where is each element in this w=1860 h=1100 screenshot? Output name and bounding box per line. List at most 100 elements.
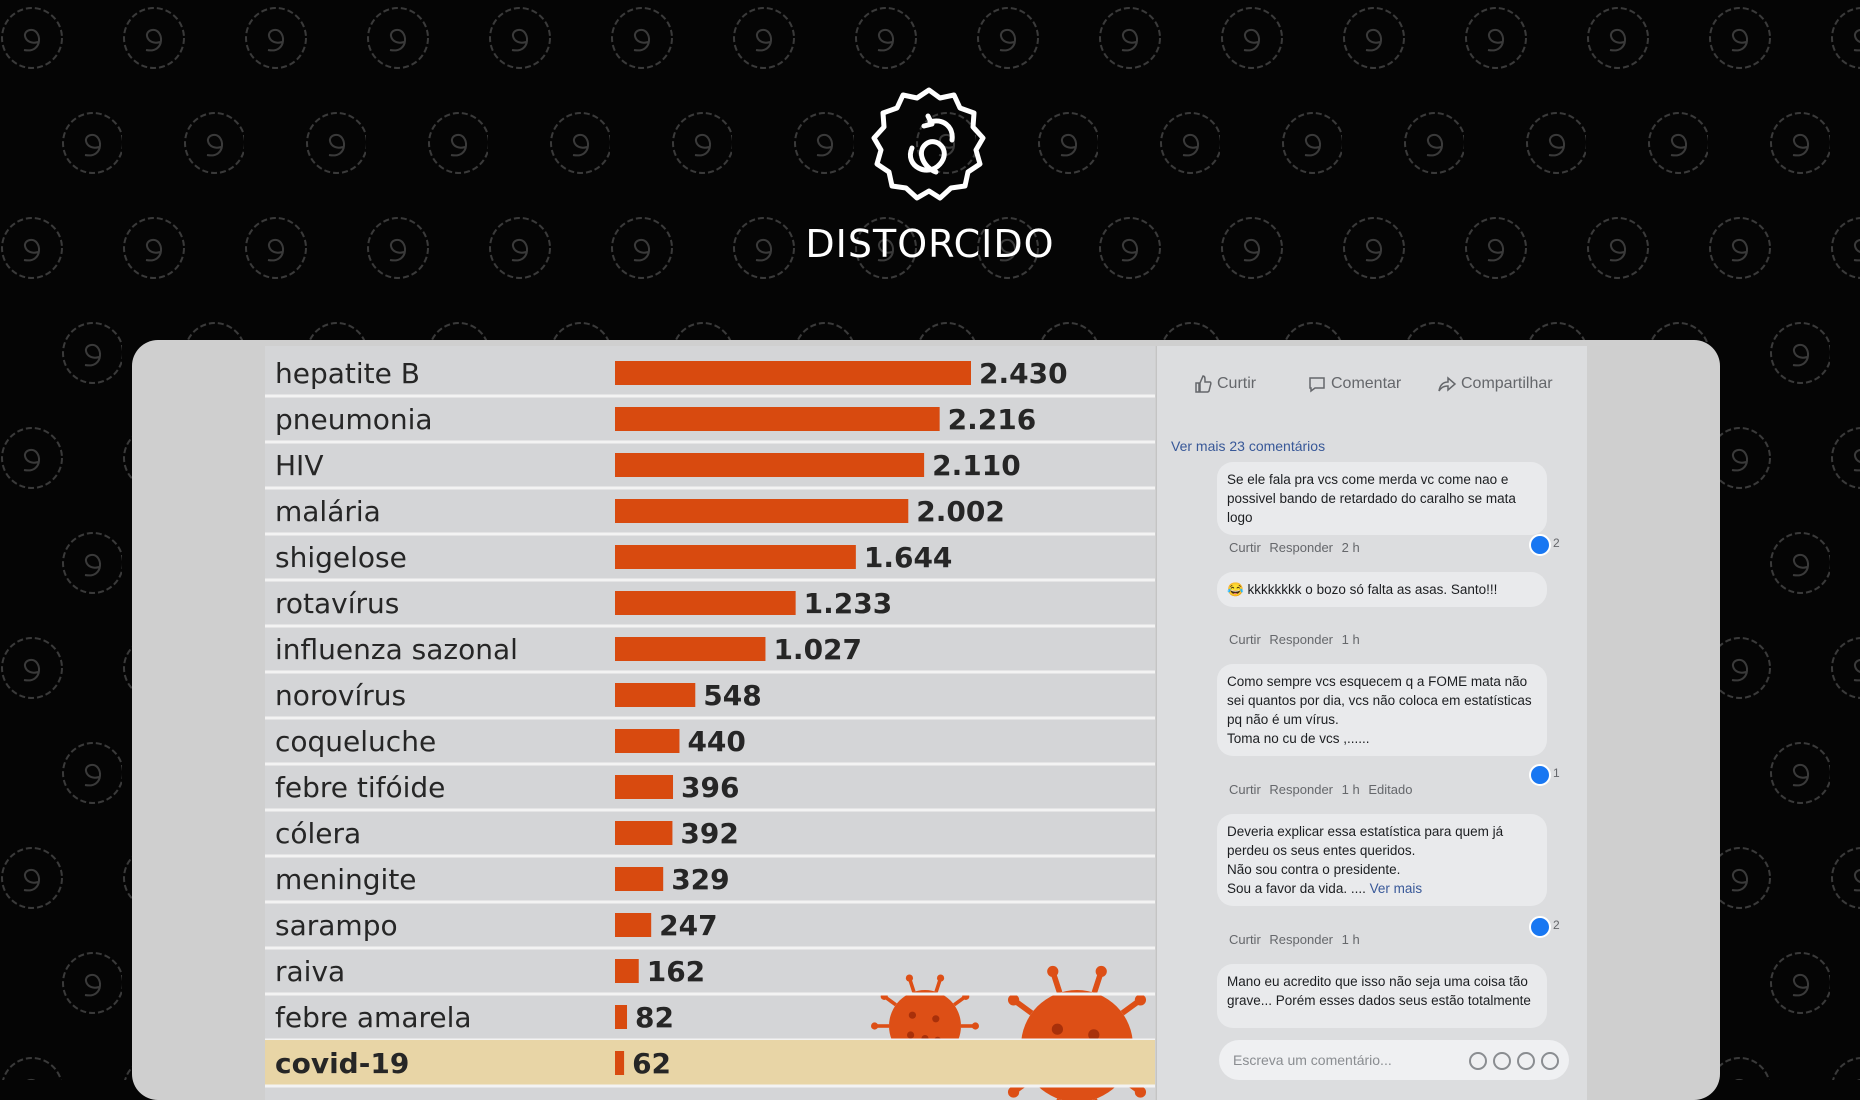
category-label: malária xyxy=(275,495,381,528)
category-label: influenza sazonal xyxy=(275,633,518,666)
like-reaction-icon xyxy=(1529,764,1551,786)
comment-body: Deveria explicar essa estatística para q… xyxy=(1227,824,1504,896)
comment-action-label: Comentar xyxy=(1331,375,1402,392)
bar xyxy=(615,407,940,431)
comment-time: 1 h xyxy=(1341,632,1360,647)
reaction-count: 1 xyxy=(1553,766,1560,780)
bar xyxy=(615,1005,628,1029)
value-label: 2.110 xyxy=(932,449,1021,482)
bar xyxy=(615,959,639,983)
category-label: febre tifóide xyxy=(275,771,445,804)
comment-bubble-icon xyxy=(1309,377,1325,393)
comment-time: 1 h xyxy=(1341,932,1360,947)
bar-chart: hepatite B 2.430 pneumonia 2.216 HIV 2.110 mal… xyxy=(265,357,1155,1100)
bar xyxy=(615,867,664,891)
gif-icon[interactable] xyxy=(1517,1052,1535,1071)
composer-icons xyxy=(1463,1040,1559,1080)
share-arrow-icon xyxy=(1438,376,1457,392)
comment-edited: Editado xyxy=(1368,782,1413,797)
value-label: 82 xyxy=(635,1001,674,1034)
value-label: 1.644 xyxy=(864,541,953,574)
bar xyxy=(615,683,696,707)
share-action[interactable]: Compartilhar xyxy=(1437,368,1553,400)
comment-bubble: Deveria explicar essa estatística para q… xyxy=(1217,814,1547,906)
comment-text: Mano eu acredito que isso não seja uma c… xyxy=(1227,974,1531,1008)
comment-reply-link[interactable]: Responder xyxy=(1269,540,1334,555)
highlight-row xyxy=(265,1040,1155,1086)
verdict-label: DISTORCIDO xyxy=(805,222,1055,266)
distorted-seal-icon xyxy=(871,87,986,201)
value-label: 548 xyxy=(703,679,761,712)
comment-reply-link[interactable]: Responder xyxy=(1269,782,1334,797)
bar xyxy=(615,453,925,477)
emoji-icon[interactable] xyxy=(1469,1052,1487,1071)
value-label: 2.430 xyxy=(979,357,1068,390)
comment-text: Como sempre vcs esquecem q a FOME mata n… xyxy=(1227,674,1532,746)
bar xyxy=(615,499,909,523)
comment-time: 1 h xyxy=(1341,782,1360,797)
comment-action[interactable]: Comentar xyxy=(1307,368,1401,400)
category-label: rotavírus xyxy=(275,587,399,620)
comment-meta: Curtir Responder 1 h xyxy=(1229,632,1365,647)
comment-like-link[interactable]: Curtir xyxy=(1229,632,1261,647)
screenshot-card: hepatite B 2.430 pneumonia 2.216 HIV 2.110 mal… xyxy=(132,340,1720,1100)
value-label: 1.233 xyxy=(804,587,893,620)
bar xyxy=(615,775,674,799)
thumbs-up-icon xyxy=(1195,375,1212,393)
value-label: 392 xyxy=(680,817,738,850)
category-label: covid-19 xyxy=(275,1047,409,1080)
category-label: shigelose xyxy=(275,541,407,574)
see-more-comments-link[interactable]: Ver mais 23 comentários xyxy=(1171,438,1326,454)
comment-time: 2 h xyxy=(1341,540,1360,555)
category-label: raiva xyxy=(275,955,345,988)
value-label: 2.002 xyxy=(916,495,1005,528)
category-label: pneumonia xyxy=(275,403,433,436)
share-action-label: Compartilhar xyxy=(1461,375,1553,392)
bar xyxy=(615,913,652,937)
category-label: HIV xyxy=(275,449,323,482)
value-label: 2.216 xyxy=(948,403,1037,436)
reaction-count: 2 xyxy=(1553,536,1560,550)
comment-meta: Curtir Responder 1 h xyxy=(1229,932,1365,947)
comment-reply-link[interactable]: Responder xyxy=(1269,632,1334,647)
value-label: 162 xyxy=(647,955,705,988)
value-label: 440 xyxy=(687,725,745,758)
bar xyxy=(615,1051,625,1075)
chart-panel: hepatite B 2.430 pneumonia 2.216 HIV 2.110 mal… xyxy=(265,346,1155,1100)
comment-input[interactable]: Escreva um comentário... xyxy=(1219,1040,1569,1080)
category-label: norovírus xyxy=(275,679,406,712)
value-label: 1.027 xyxy=(773,633,862,666)
facebook-comments-panel: Curtir Comentar Compartilhar Ver mais 23… xyxy=(1156,346,1587,1100)
category-label: coqueluche xyxy=(275,725,436,758)
bar xyxy=(615,729,680,753)
comment-like-link[interactable]: Curtir xyxy=(1229,540,1261,555)
value-label: 247 xyxy=(659,909,717,942)
like-reaction-icon xyxy=(1529,534,1551,556)
comment-like-link[interactable]: Curtir xyxy=(1229,932,1261,947)
comment-text: Deveria explicar essa estatística para q… xyxy=(1227,822,1537,898)
camera-icon[interactable] xyxy=(1493,1052,1511,1071)
comment-bubble: 😂 kkkkkkkk o bozo só falta as asas. Sant… xyxy=(1217,572,1547,607)
see-more-link[interactable]: Ver mais xyxy=(1369,881,1423,896)
sticker-icon[interactable] xyxy=(1541,1052,1559,1071)
comment-text: 😂 kkkkkkkk o bozo só falta as asas. Sant… xyxy=(1227,582,1498,597)
comment-bubble: Mano eu acredito que isso não seja uma c… xyxy=(1217,964,1547,1028)
category-label: sarampo xyxy=(275,909,398,942)
like-action[interactable]: Curtir xyxy=(1193,368,1256,400)
like-reaction-icon xyxy=(1529,916,1551,938)
comment-like-link[interactable]: Curtir xyxy=(1229,782,1261,797)
like-action-label: Curtir xyxy=(1217,375,1257,392)
post-actions-bar: Curtir Comentar Compartilhar xyxy=(1157,368,1587,400)
value-label: 62 xyxy=(632,1047,671,1080)
comment-text: Se ele fala pra vcs come merda vc come n… xyxy=(1227,472,1516,525)
comment-reply-link[interactable]: Responder xyxy=(1269,932,1334,947)
comment-input-placeholder: Escreva um comentário... xyxy=(1233,1052,1392,1068)
bar xyxy=(615,361,971,385)
comment-bubble: Como sempre vcs esquecem q a FOME mata n… xyxy=(1217,664,1547,756)
value-label: 396 xyxy=(681,771,739,804)
category-label: hepatite B xyxy=(275,357,420,390)
category-label: febre amarela xyxy=(275,1001,472,1034)
bar xyxy=(615,545,856,569)
bar xyxy=(615,821,673,845)
comment-bubble: Se ele fala pra vcs come merda vc come n… xyxy=(1217,462,1547,535)
